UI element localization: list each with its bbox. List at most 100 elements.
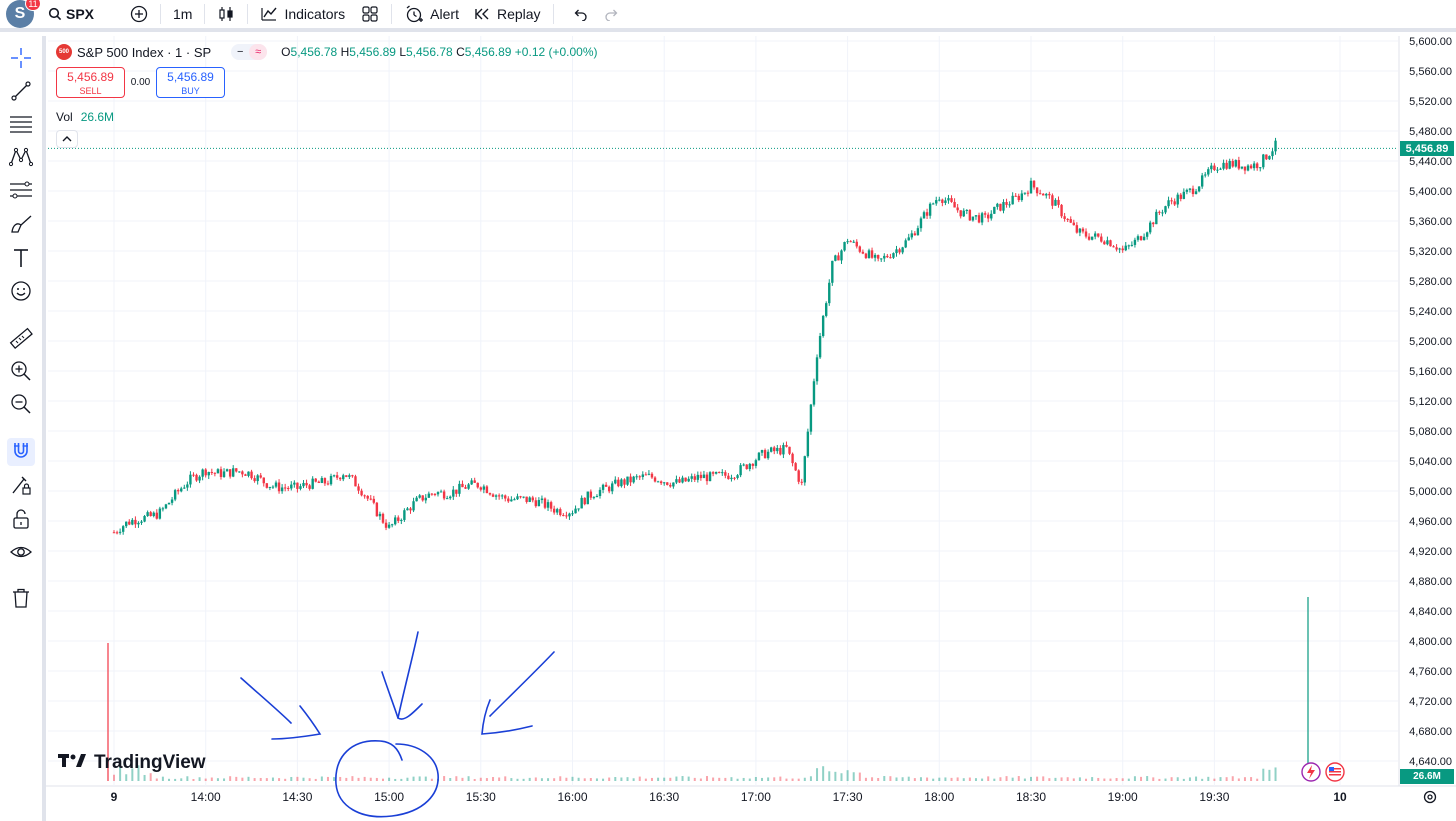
zoom-in-tool[interactable] (7, 359, 35, 387)
volume-bar (559, 776, 562, 781)
volume-bar (284, 778, 287, 781)
time-axis-label: 17:30 (833, 790, 863, 804)
zoom-in-icon (10, 360, 32, 387)
text-tool[interactable] (7, 246, 35, 274)
lightning-icon[interactable] (1301, 762, 1321, 787)
magnet-tool[interactable] (7, 438, 35, 466)
compare-symbol-button[interactable] (122, 0, 156, 28)
candle-body (1035, 187, 1039, 194)
candle-body (1219, 168, 1222, 170)
volume-bar (846, 770, 849, 781)
market-status-pill[interactable]: − ≈ (231, 44, 268, 60)
alert-label: Alert (430, 6, 459, 22)
spread-value: 0.00 (130, 77, 151, 88)
candle-body (638, 476, 641, 478)
candle-body (1121, 248, 1124, 251)
candle-body (247, 471, 250, 476)
candle-body (345, 475, 348, 477)
price-chart[interactable]: 5,600.00 5,560.00 5,520.00 5,480.00 5,440.00… (46, 36, 1456, 821)
candle-body (262, 477, 265, 484)
candle-body (360, 490, 363, 496)
layouts-button[interactable] (353, 0, 387, 28)
indicators-button[interactable]: Indicators (252, 0, 353, 28)
replay-button[interactable]: Replay (467, 0, 549, 28)
brush-tool[interactable] (7, 212, 35, 240)
candle-body (314, 478, 317, 482)
remove-drawings-tool[interactable] (7, 586, 35, 614)
candle-body (617, 479, 620, 487)
undo-button[interactable] (564, 0, 596, 28)
price-axis-label: 4,920.00 (1409, 546, 1452, 558)
volume-bar (1262, 768, 1265, 781)
horizontal-lines-tool[interactable] (7, 112, 35, 140)
toolbar-divider (204, 4, 206, 24)
lock-drawing-tool[interactable] (7, 473, 35, 501)
zoom-out-tool[interactable] (7, 392, 35, 420)
volume-bar (406, 777, 409, 781)
candle-body (837, 255, 840, 261)
sell-button[interactable]: 5,456.89 SELL (56, 67, 125, 98)
candle-body (323, 478, 327, 484)
volume-bar (1219, 777, 1222, 781)
candle-body (730, 477, 733, 480)
candle-body (733, 477, 736, 479)
collapse-legend-button[interactable] (56, 130, 78, 148)
candle-body (351, 475, 354, 477)
candle-body (708, 472, 712, 482)
symbol-title[interactable]: S&P 500 Index · 1 · SP (77, 44, 212, 60)
volume-bar (216, 778, 219, 781)
buy-button[interactable]: 5,456.89 BUY (156, 67, 225, 98)
candle-body (302, 482, 305, 487)
candle-body (164, 504, 168, 509)
price-axis-label: 5,560.00 (1409, 66, 1452, 78)
watermark-text: TradingView (94, 752, 206, 773)
alert-button[interactable]: Alert (396, 0, 467, 28)
prediction-tool[interactable] (7, 178, 35, 206)
candle-body (1100, 236, 1103, 242)
user-avatar[interactable]: S 11 (6, 0, 41, 28)
redo-button[interactable] (596, 0, 628, 28)
volume-bar (320, 776, 323, 781)
volume-bar (785, 778, 788, 781)
candle-body (400, 519, 403, 521)
volume-bar (1042, 776, 1045, 781)
candle-body (427, 493, 431, 498)
candle-body (760, 450, 764, 453)
candle-body (724, 472, 727, 476)
volume-bar (754, 776, 757, 781)
candle-body (195, 474, 198, 481)
candle-body (332, 475, 336, 477)
candle-body (1173, 201, 1176, 205)
volume-bar (333, 777, 336, 781)
volume-bar (565, 777, 568, 781)
volume-bar (748, 778, 751, 781)
annotation-stroke (381, 671, 399, 719)
volume-bar (1109, 778, 1112, 781)
chart-area[interactable]: 5,600.00 5,560.00 5,520.00 5,480.00 5,440.00… (46, 36, 1456, 821)
trend-line-tool[interactable] (7, 79, 35, 107)
volume-bar (473, 778, 476, 781)
price-axis-label: 5,240.00 (1409, 306, 1452, 318)
candle-body (938, 199, 941, 201)
candle-body (161, 508, 165, 510)
volume-bar (907, 776, 910, 781)
crosshair-tool[interactable] (7, 46, 35, 74)
symbol-search-button[interactable]: SPX (40, 0, 102, 28)
candle-body (546, 502, 550, 508)
candle-body (1106, 240, 1109, 245)
candle-body (876, 254, 880, 259)
hide-drawings-tool[interactable] (7, 540, 35, 568)
lock-all-tool[interactable] (7, 507, 35, 535)
candle-body (843, 242, 846, 251)
interval-button[interactable]: 1m (173, 6, 193, 22)
chart-type-button[interactable] (209, 0, 243, 28)
chart-settings-button[interactable] (1422, 789, 1438, 810)
candle-body (387, 524, 391, 528)
ruler-tool[interactable] (7, 326, 35, 354)
candle-body (678, 479, 681, 483)
us-flag-icon[interactable] (1325, 762, 1345, 787)
candle-body (812, 381, 816, 405)
candle-body (1069, 219, 1072, 223)
emoji-tool[interactable] (7, 279, 35, 307)
pattern-tool[interactable] (7, 145, 35, 173)
